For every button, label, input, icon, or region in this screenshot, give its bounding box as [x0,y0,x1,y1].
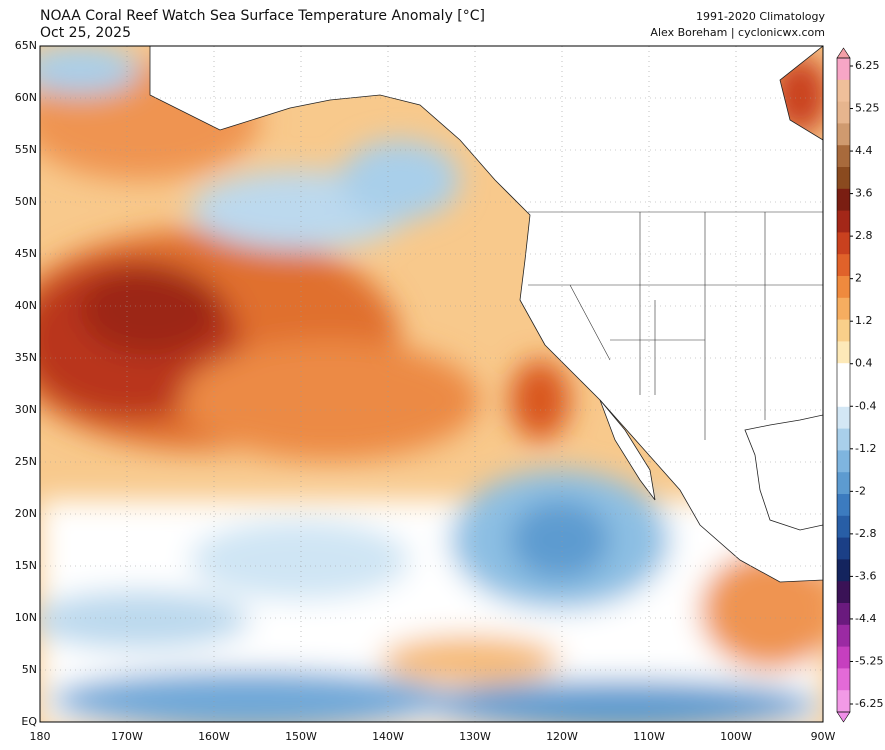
colorbar-bin [837,385,850,408]
colorbar-bin [837,145,850,168]
lat-label: 15N [15,559,37,572]
colorbar-bin [837,690,850,713]
colorbar-bin [837,297,850,321]
colorbar-label: 2.8 [855,229,873,242]
colorbar-label: -1.2 [855,442,876,455]
colorbar-bin [837,406,850,430]
lat-label: 40N [15,299,37,312]
colorbar-label: -3.6 [855,569,876,582]
colorbar-label: 0.4 [855,357,873,370]
colorbar-bin [837,341,850,364]
lon-label: 120W [546,730,578,743]
colorbar-frame [836,57,851,713]
colorbar-bin [837,624,850,648]
lon-label: 110W [633,730,665,743]
colorbar-bin [837,472,850,495]
colorbar-bin [837,450,850,473]
lat-label: 45N [15,247,37,260]
lat-label: 20N [15,507,37,520]
colorbar-bin [837,232,850,255]
colorbar-bin [837,603,850,626]
colorbar-label: -4.4 [855,612,876,625]
colorbar-bin [837,101,850,124]
colorbar-bin [837,581,850,604]
colorbar-bin [837,646,850,669]
lon-label: 90W [811,730,836,743]
colorbar-bin [837,123,850,146]
climatology: 1991-2020 Climatology [696,10,826,23]
colorbar-bin [837,210,850,233]
colorbar: 6.25 5.25 4.4 3.6 2.8 2 1.2 0.4 -0.4 -1.2 -2 -2.8 -3… [836,47,883,723]
colorbar-label: -0.4 [855,399,876,412]
colorbar-bin [837,276,850,299]
lon-label: 170W [111,730,143,743]
colorbar-bin [837,494,850,517]
lat-label: 65N [15,39,37,52]
colorbar-bin [837,363,850,386]
lon-label: 100W [720,730,752,743]
lon-label: 150W [285,730,317,743]
map [40,46,823,722]
title: NOAA Coral Reef Watch Sea Surface Temper… [40,8,485,24]
colorbar-label: -6.25 [855,697,883,710]
lat-label: EQ [21,715,37,728]
lat-label: 30N [15,403,37,416]
colorbar-label: 2 [855,272,862,285]
lat-label: 25N [15,455,37,468]
date: Oct 25, 2025 [40,25,131,41]
colorbar-bin [837,428,850,451]
colorbar-label: 6.25 [855,59,880,72]
colorbar-bin [837,559,850,582]
colorbar-label: -2 [855,484,866,497]
colorbar-label: -2.8 [855,527,876,540]
credit: Alex Boreham | cyclonicwx.com [650,26,825,39]
colorbar-bin [837,58,850,81]
lon-label: 160W [198,730,230,743]
lat-label: 10N [15,611,37,624]
colorbar-label: 4.4 [855,144,873,157]
lat-label: 35N [15,351,37,364]
lat-label: 60N [15,91,37,104]
colorbar-arrow [836,711,851,723]
colorbar-label: 5.25 [855,102,880,115]
lat-label: 50N [15,195,37,208]
colorbar-bin [837,167,850,190]
colorbar-bin [837,79,850,103]
colorbar-bin [837,668,850,691]
colorbar-bin [837,515,850,539]
colorbar-bin [837,254,850,277]
colorbar-bin [837,537,850,560]
lat-label: 5N [22,663,37,676]
lon-label: 180 [30,730,51,743]
lon-label: 140W [372,730,404,743]
lon-label: 130W [459,730,491,743]
colorbar-label: -5.25 [855,654,883,667]
colorbar-label: 3.6 [855,187,873,200]
lat-label: 55N [15,143,37,156]
colorbar-arrow [836,47,851,59]
colorbar-bin [837,319,850,342]
colorbar-bin [837,188,850,212]
colorbar-label: 1.2 [855,314,873,327]
